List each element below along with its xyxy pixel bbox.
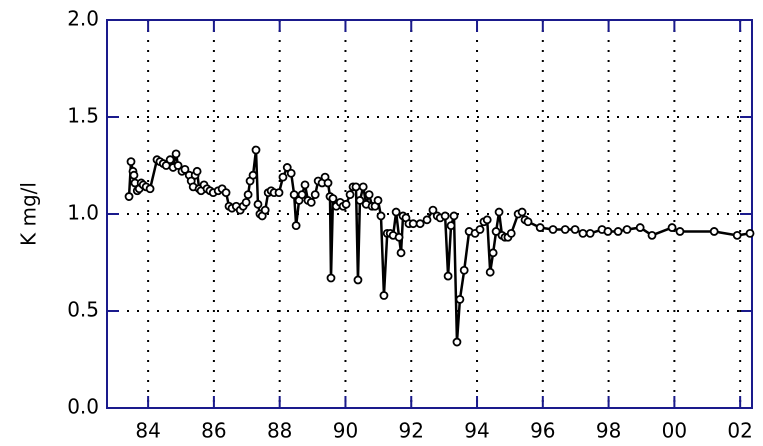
data-point bbox=[243, 190, 253, 200]
data-point bbox=[306, 197, 316, 207]
data-point bbox=[635, 223, 645, 232]
data-point bbox=[494, 207, 504, 217]
data-point bbox=[345, 190, 355, 200]
x-tick-label: 02 bbox=[727, 419, 752, 443]
data-point bbox=[165, 155, 175, 165]
x-tick-label: 92 bbox=[399, 419, 424, 443]
y-tick-label: 1.0 bbox=[67, 201, 99, 225]
data-point bbox=[379, 291, 389, 300]
data-point bbox=[603, 227, 613, 236]
data-point bbox=[126, 157, 136, 167]
data-point bbox=[482, 215, 492, 225]
data-point bbox=[260, 205, 270, 215]
x-tick-label: 94 bbox=[464, 419, 489, 443]
y-tick-label: 1.5 bbox=[67, 104, 99, 128]
data-point bbox=[570, 225, 580, 234]
data-point bbox=[455, 294, 465, 304]
data-point bbox=[613, 227, 623, 236]
data-point bbox=[253, 199, 263, 209]
data-point bbox=[192, 166, 202, 176]
data-point bbox=[251, 145, 261, 155]
data-point bbox=[452, 337, 462, 347]
data-point bbox=[745, 228, 755, 238]
data-point bbox=[709, 227, 719, 236]
x-tick-label: 86 bbox=[201, 419, 226, 443]
data-point bbox=[394, 232, 404, 242]
data-point bbox=[274, 188, 284, 198]
y-tick-label: 2.0 bbox=[67, 7, 99, 31]
data-point bbox=[485, 267, 495, 277]
data-point bbox=[475, 225, 485, 234]
data-point bbox=[124, 192, 134, 201]
data-point bbox=[535, 223, 545, 232]
data-point bbox=[443, 271, 453, 281]
data-point bbox=[221, 188, 231, 198]
y-tick-label: 0.0 bbox=[67, 395, 99, 419]
data-point bbox=[291, 221, 301, 231]
data-point bbox=[282, 163, 292, 172]
x-tick-label: 98 bbox=[596, 419, 621, 443]
data-point bbox=[667, 223, 677, 232]
data-point bbox=[491, 227, 501, 236]
data-point bbox=[364, 190, 374, 200]
data-point bbox=[278, 172, 288, 182]
data-point bbox=[286, 168, 296, 178]
data-point bbox=[171, 149, 181, 159]
data-point bbox=[422, 215, 432, 225]
data-point bbox=[145, 184, 155, 194]
data-point bbox=[297, 190, 307, 200]
data-point bbox=[326, 273, 336, 283]
data-point bbox=[248, 170, 258, 180]
data-point bbox=[647, 230, 657, 240]
data-point bbox=[523, 217, 533, 227]
data-point bbox=[376, 211, 386, 221]
data-point bbox=[373, 196, 383, 205]
data-point bbox=[351, 182, 361, 192]
data-point bbox=[408, 219, 418, 229]
data-point bbox=[675, 227, 685, 236]
data-point bbox=[173, 161, 183, 170]
data-point bbox=[328, 194, 338, 203]
data-point bbox=[323, 178, 333, 188]
data-point bbox=[440, 211, 450, 221]
data-line bbox=[127, 148, 751, 344]
y-axis-label: K mg/l bbox=[17, 182, 41, 246]
data-point bbox=[622, 225, 632, 234]
y-tick-label: 0.5 bbox=[67, 298, 99, 322]
data-point bbox=[355, 196, 365, 205]
data-point bbox=[300, 180, 310, 190]
data-point bbox=[241, 197, 251, 207]
data-point bbox=[506, 228, 516, 238]
data-point bbox=[548, 225, 558, 234]
x-tick-label: 00 bbox=[662, 419, 687, 443]
data-point bbox=[129, 170, 139, 180]
data-point bbox=[449, 211, 459, 221]
data-point bbox=[310, 190, 320, 200]
data-point bbox=[578, 228, 588, 238]
data-point bbox=[488, 248, 498, 258]
data-point bbox=[585, 228, 595, 238]
data-point bbox=[732, 230, 742, 240]
data-point bbox=[341, 199, 351, 209]
x-tick-label: 90 bbox=[333, 419, 358, 443]
data-point bbox=[353, 275, 363, 285]
data-point bbox=[459, 265, 469, 275]
data-point bbox=[391, 207, 401, 217]
x-tick-label: 88 bbox=[267, 419, 292, 443]
plot-frame bbox=[106, 19, 753, 409]
data-point bbox=[180, 164, 190, 174]
data-point bbox=[396, 248, 406, 258]
x-tick-label: 96 bbox=[530, 419, 555, 443]
data-point bbox=[517, 207, 527, 217]
data-point bbox=[428, 205, 438, 215]
data-point bbox=[446, 221, 456, 231]
data-point bbox=[560, 225, 570, 234]
x-tick-label: 84 bbox=[135, 419, 160, 443]
data-point bbox=[358, 182, 368, 192]
data-point bbox=[415, 219, 425, 229]
